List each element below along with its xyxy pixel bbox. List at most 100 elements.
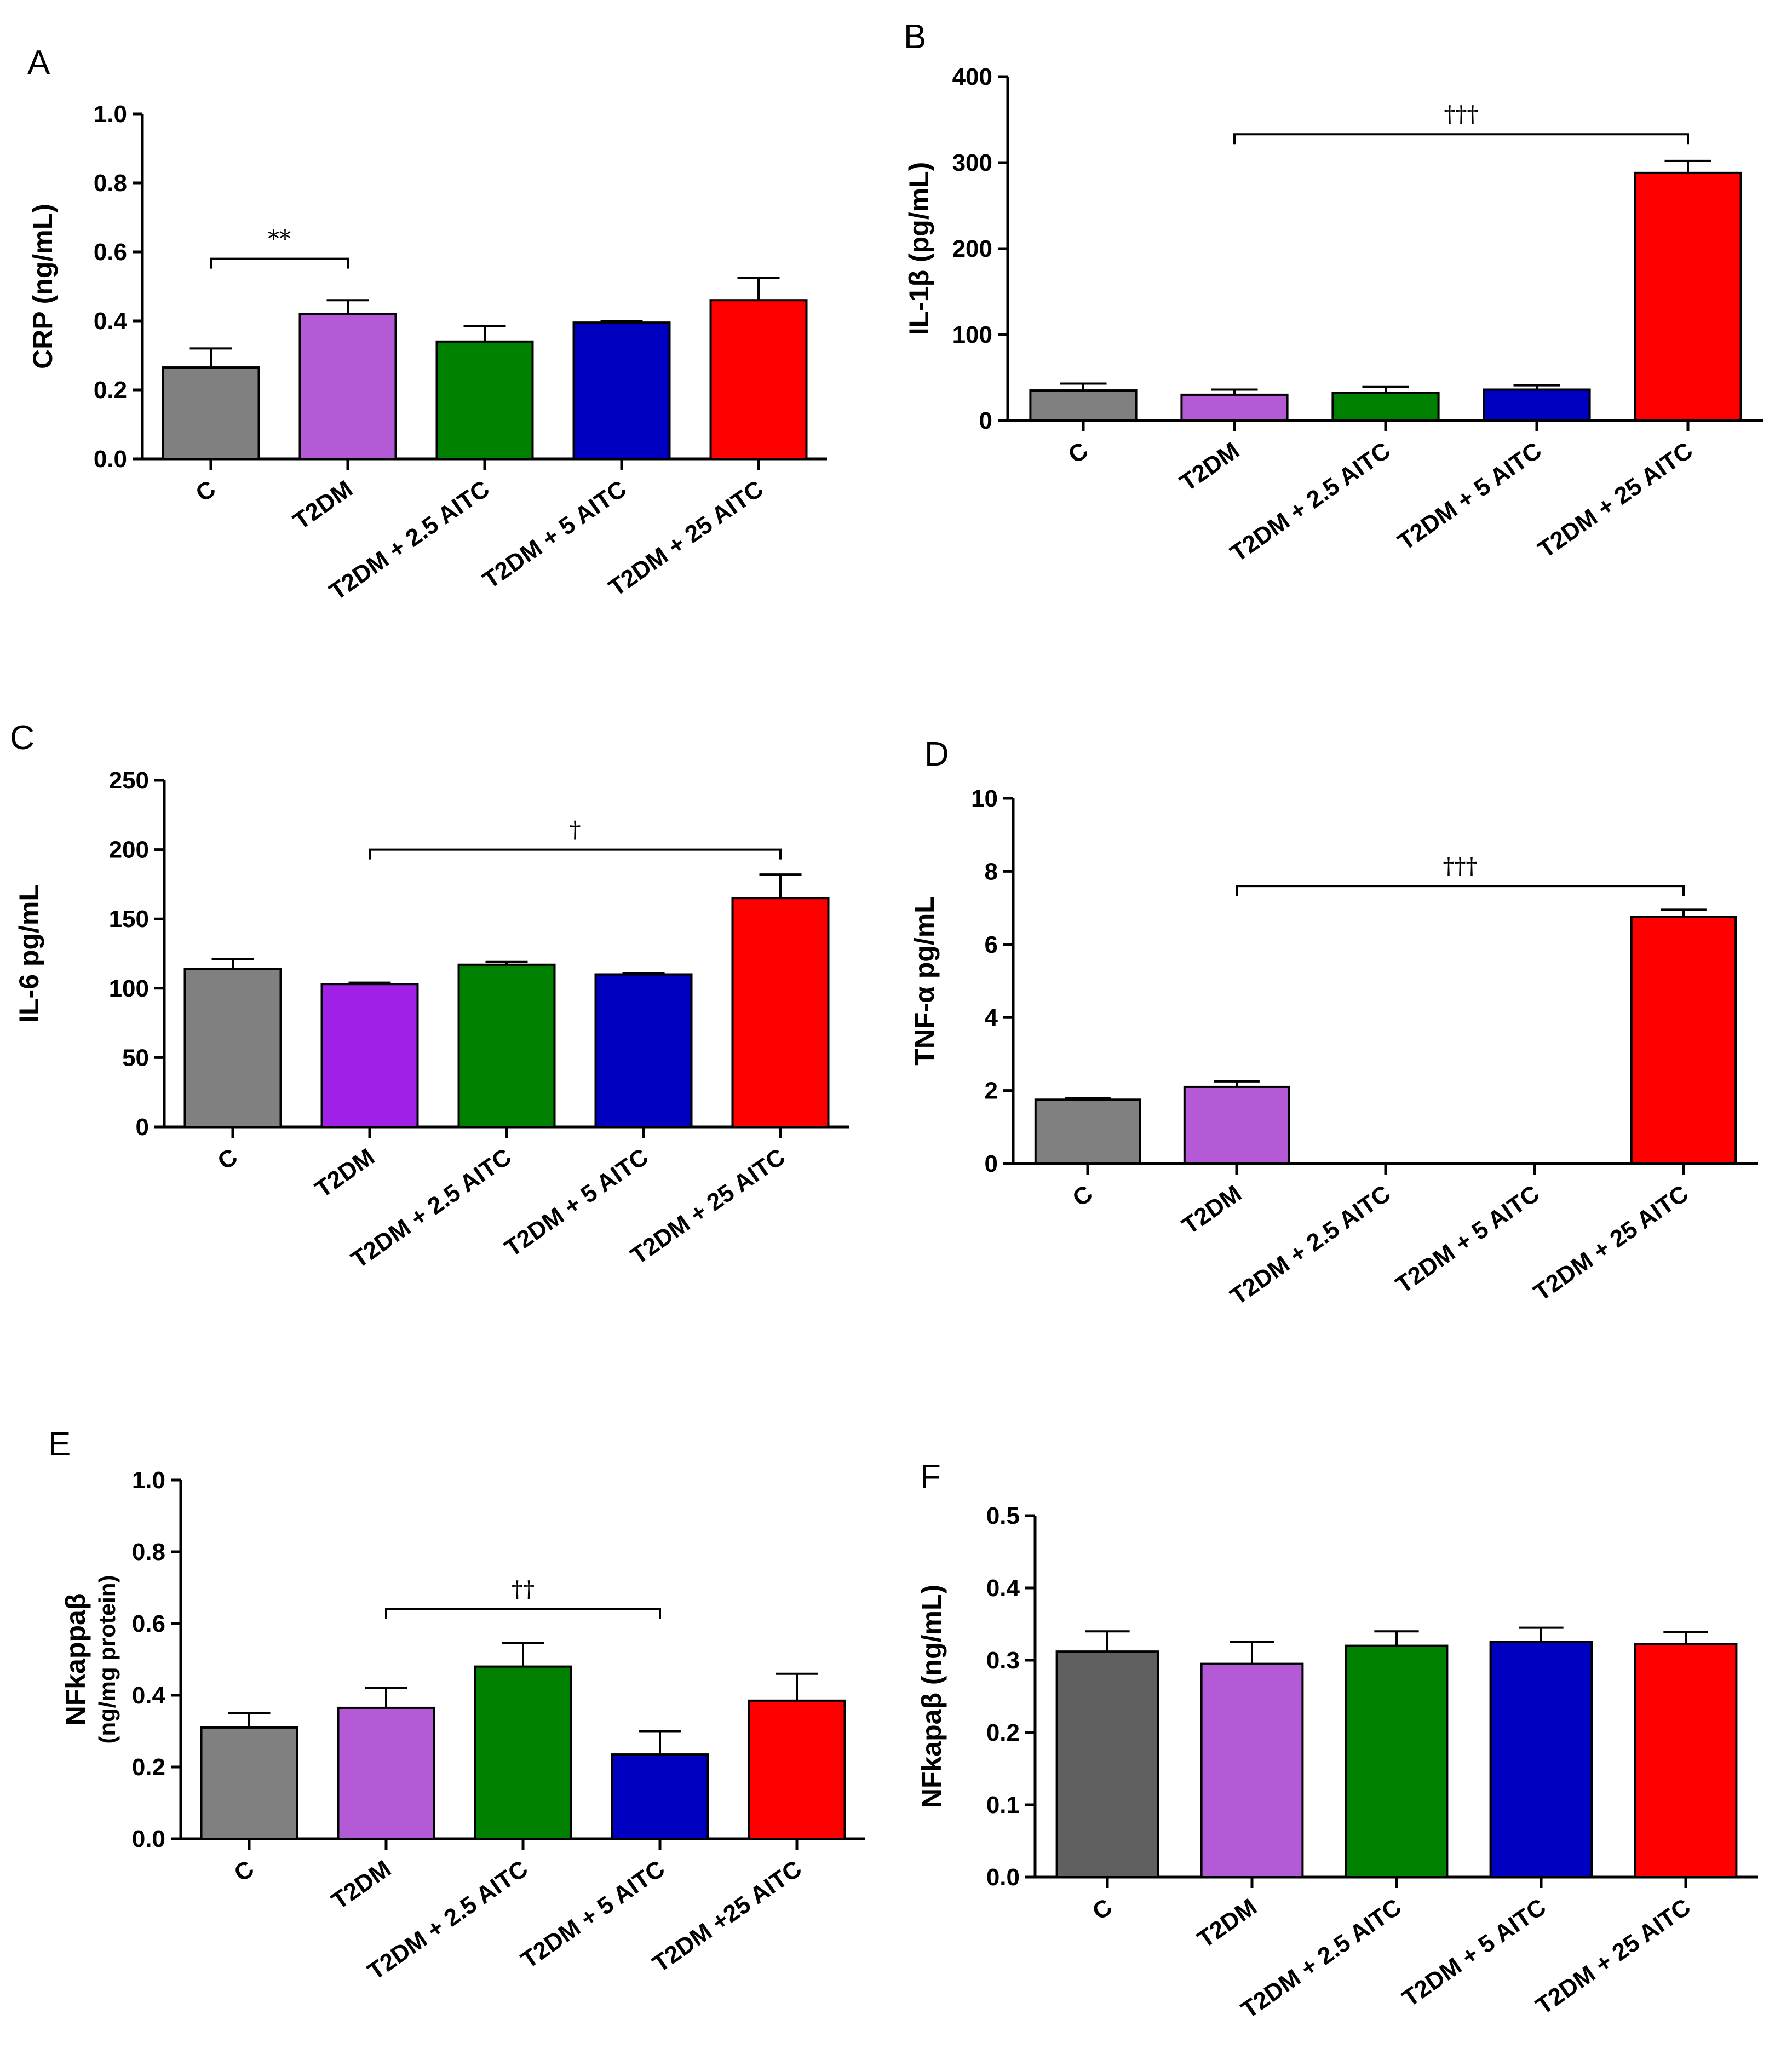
significance-bracket bbox=[369, 848, 782, 860]
significance-label: ** bbox=[268, 226, 291, 252]
bar bbox=[1483, 388, 1591, 422]
y-tick-label: 0.3 bbox=[986, 1647, 1020, 1674]
x-tick-label: T2DM + 2.5 AITC bbox=[1237, 1893, 1406, 2024]
bar bbox=[320, 983, 419, 1128]
y-tick-label: 0.2 bbox=[132, 1754, 165, 1781]
y-tick-label: 8 bbox=[985, 858, 998, 885]
x-tick-label: T2DM + 25 AITC bbox=[1531, 1893, 1696, 2020]
x-tick-label: C bbox=[1068, 1180, 1098, 1212]
x-tick-label: T2DM bbox=[1193, 1893, 1262, 1953]
bar bbox=[162, 366, 260, 460]
y-axis-label: NFkapaβ (ng/mL) bbox=[916, 1585, 947, 1808]
significance-bracket bbox=[1233, 133, 1689, 145]
x-tick-label: T2DM + 25 AITC bbox=[1529, 1180, 1693, 1306]
bar bbox=[183, 968, 282, 1129]
x-tick-label: T2DM +25 AITC bbox=[648, 1855, 807, 1978]
bar bbox=[1034, 1098, 1141, 1165]
x-tick-label: T2DM bbox=[327, 1855, 396, 1915]
x-tick-label: T2DM + 5 AITC bbox=[516, 1855, 670, 1974]
significance-bracket bbox=[210, 257, 349, 269]
significance-bracket bbox=[1236, 885, 1685, 896]
y-tick-label: 0.8 bbox=[94, 170, 127, 197]
bar bbox=[435, 340, 534, 460]
y-tick-label: 200 bbox=[109, 837, 149, 864]
bar bbox=[1331, 392, 1440, 422]
bar bbox=[1634, 171, 1742, 422]
y-tick-label: 1.0 bbox=[132, 1467, 165, 1494]
y-tick-label: 0.4 bbox=[986, 1575, 1020, 1602]
y-tick-label: 6 bbox=[985, 931, 998, 958]
y-tick-label: 0 bbox=[136, 1114, 149, 1141]
panel-letter: D bbox=[924, 735, 949, 773]
x-tick-label: T2DM + 2.5 AITC bbox=[1226, 1180, 1395, 1310]
significance-label: † bbox=[570, 816, 581, 843]
bar bbox=[731, 897, 830, 1128]
bar bbox=[1183, 1085, 1290, 1165]
bar bbox=[200, 1726, 298, 1840]
y-axis-label: IL-1β (pg/mL) bbox=[904, 162, 934, 336]
y-tick-label: 0.4 bbox=[132, 1682, 166, 1709]
panel-letter: A bbox=[27, 44, 50, 82]
panel-letter: B bbox=[904, 18, 926, 56]
significance-label: †† bbox=[512, 1576, 535, 1603]
y-tick-label: 0.6 bbox=[94, 239, 127, 266]
panel-letter: F bbox=[920, 1458, 941, 1496]
x-tick-label: T2DM + 5 AITC bbox=[1398, 1893, 1551, 2012]
y-tick-label: 300 bbox=[952, 149, 992, 176]
bar bbox=[474, 1665, 572, 1840]
panel-letter: C bbox=[10, 719, 35, 757]
y-tick-label: 100 bbox=[109, 975, 149, 1002]
bar bbox=[337, 1706, 435, 1840]
y-axis-label: NFkappaβ bbox=[60, 1593, 91, 1726]
y-tick-label: 0.1 bbox=[986, 1792, 1020, 1818]
bar bbox=[1634, 1643, 1738, 1878]
y-axis-sublabel: (ng/mg protein) bbox=[94, 1575, 120, 1744]
panel-e: E 0.0 0.2 0.4 0.6 0.8 1.0 NFkappaβ (ng/mg protei… bbox=[48, 1425, 865, 1985]
bar bbox=[709, 299, 808, 460]
x-tick-label: T2DM bbox=[311, 1143, 380, 1203]
y-axis-label: CRP (ng/mL) bbox=[27, 204, 58, 369]
y-tick-label: 1.0 bbox=[94, 101, 127, 128]
bar bbox=[1345, 1644, 1449, 1879]
y-tick-label: 0.0 bbox=[986, 1864, 1020, 1891]
x-tick-label: C bbox=[1088, 1893, 1117, 1925]
x-tick-label: T2DM + 5 AITC bbox=[1393, 437, 1547, 556]
bar bbox=[1200, 1662, 1304, 1879]
bar bbox=[298, 313, 397, 461]
y-tick-label: 0.2 bbox=[986, 1719, 1020, 1746]
x-tick-label: C bbox=[213, 1143, 243, 1175]
bar bbox=[748, 1699, 846, 1840]
significance-label: ††† bbox=[1444, 101, 1479, 128]
x-tick-label: T2DM bbox=[1175, 437, 1244, 497]
x-tick-label: T2DM + 25 AITC bbox=[1533, 437, 1698, 563]
x-tick-label: C bbox=[1064, 437, 1093, 469]
bar bbox=[572, 321, 671, 461]
bar bbox=[1489, 1641, 1593, 1878]
y-tick-label: 0.6 bbox=[132, 1610, 165, 1637]
x-tick-label: T2DM bbox=[289, 475, 358, 535]
significance-label: ††† bbox=[1443, 853, 1478, 879]
y-tick-label: 100 bbox=[952, 321, 992, 348]
bar bbox=[611, 1753, 709, 1840]
y-tick-label: 0 bbox=[985, 1150, 998, 1177]
y-tick-label: 0.5 bbox=[986, 1503, 1020, 1529]
y-tick-label: 10 bbox=[971, 785, 998, 812]
y-tick-label: 0 bbox=[979, 407, 992, 434]
y-tick-label: 4 bbox=[985, 1004, 998, 1031]
y-tick-label: 0.0 bbox=[94, 446, 127, 473]
x-tick-label: T2DM bbox=[1177, 1180, 1246, 1240]
y-axis-label: TNF-α pg/mL bbox=[909, 896, 940, 1065]
y-tick-label: 0.8 bbox=[132, 1539, 165, 1565]
bar bbox=[1630, 916, 1737, 1165]
bar bbox=[1029, 389, 1138, 422]
y-tick-label: 0.0 bbox=[132, 1826, 165, 1852]
y-tick-label: 200 bbox=[952, 235, 992, 262]
y-tick-label: 150 bbox=[109, 906, 149, 933]
x-tick-label: T2DM + 2.5 AITC bbox=[1226, 437, 1395, 567]
y-tick-label: 400 bbox=[952, 64, 992, 90]
